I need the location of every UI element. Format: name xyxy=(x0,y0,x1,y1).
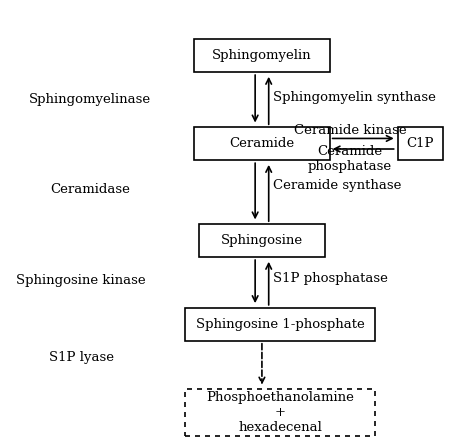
Text: S1P phosphatase: S1P phosphatase xyxy=(273,272,388,285)
Text: Ceramide synthase: Ceramide synthase xyxy=(273,179,401,192)
Text: Sphingosine 1-phosphate: Sphingosine 1-phosphate xyxy=(196,318,365,331)
FancyBboxPatch shape xyxy=(194,127,330,160)
Text: Ceramide: Ceramide xyxy=(229,137,294,150)
Text: S1P lyase: S1P lyase xyxy=(49,351,114,364)
Text: Sphingomyelin: Sphingomyelin xyxy=(212,49,312,62)
Text: Sphingosine: Sphingosine xyxy=(221,234,303,247)
Text: Sphingomyelinase: Sphingomyelinase xyxy=(29,93,151,106)
Text: Phosphoethanolamine
+
hexadecenal: Phosphoethanolamine + hexadecenal xyxy=(206,391,354,434)
Text: C1P: C1P xyxy=(406,137,434,150)
FancyBboxPatch shape xyxy=(199,224,325,257)
Text: Ceramide
phosphatase: Ceramide phosphatase xyxy=(308,145,392,173)
Text: Sphingosine kinase: Sphingosine kinase xyxy=(16,274,146,287)
FancyBboxPatch shape xyxy=(194,39,330,72)
FancyBboxPatch shape xyxy=(185,308,375,341)
FancyBboxPatch shape xyxy=(185,389,375,435)
Text: Ceramide kinase: Ceramide kinase xyxy=(294,124,406,137)
FancyBboxPatch shape xyxy=(398,127,443,160)
Text: Ceramidase: Ceramidase xyxy=(50,183,130,197)
Text: Sphingomyelin synthase: Sphingomyelin synthase xyxy=(273,91,436,104)
